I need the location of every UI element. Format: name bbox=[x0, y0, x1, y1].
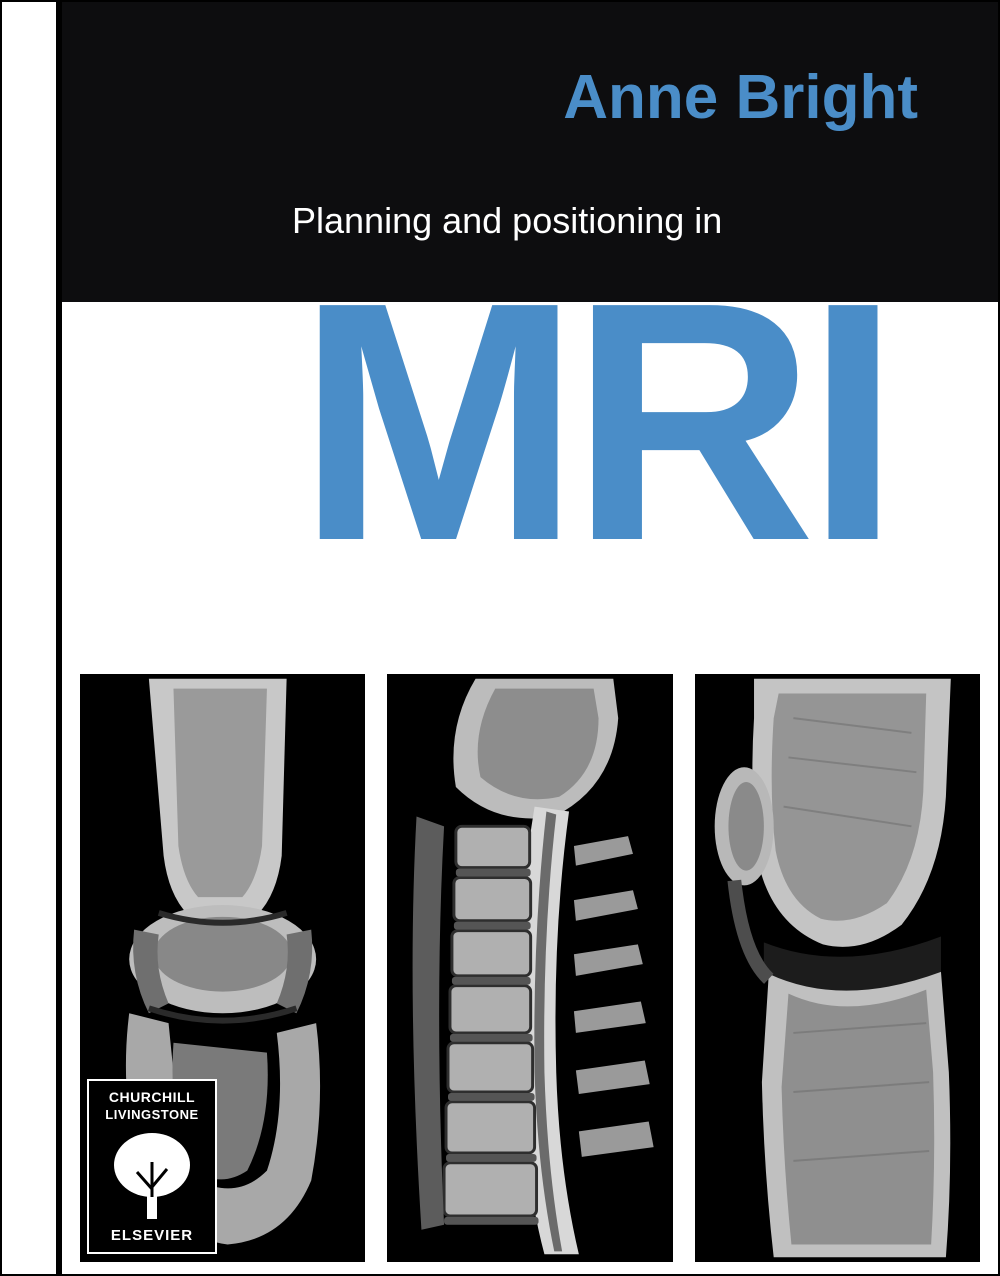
left-white-bar bbox=[2, 2, 62, 1274]
publisher-line1: CHURCHILL bbox=[109, 1089, 195, 1105]
publisher-line3: ELSEVIER bbox=[111, 1227, 193, 1244]
tree-icon bbox=[107, 1122, 197, 1227]
publisher-badge: CHURCHILL LIVINGSTONE ELSEVIER bbox=[87, 1079, 217, 1254]
mri-panel-knee bbox=[695, 674, 980, 1262]
author-name: Anne Bright bbox=[563, 62, 918, 133]
main-title: MRI bbox=[297, 252, 890, 592]
spine-mri-icon bbox=[387, 674, 672, 1262]
book-cover: Anne Bright Planning and positioning in … bbox=[0, 0, 1000, 1276]
knee-mri-icon bbox=[695, 674, 980, 1262]
mri-panel-spine bbox=[387, 674, 672, 1262]
publisher-line2: LIVINGSTONE bbox=[105, 1107, 198, 1122]
